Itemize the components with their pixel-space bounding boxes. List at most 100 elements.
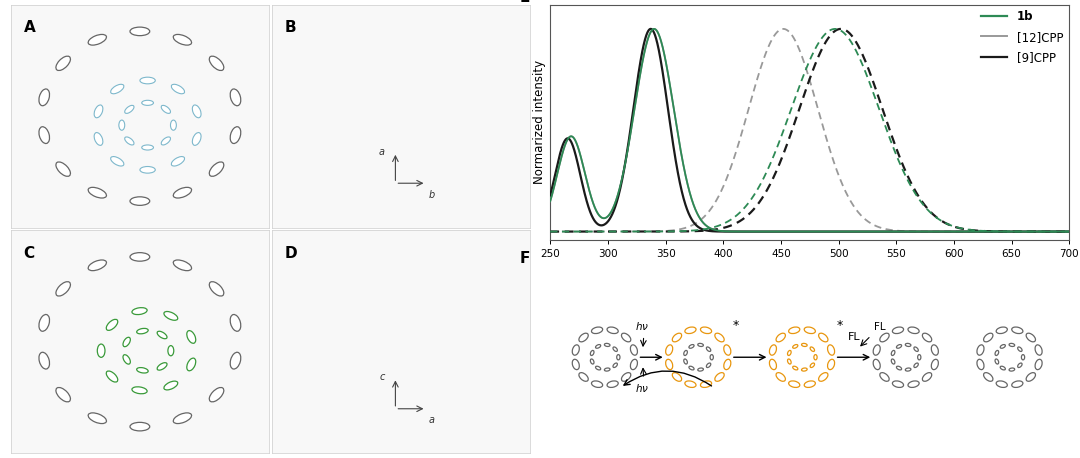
Text: b: b bbox=[429, 190, 434, 200]
Ellipse shape bbox=[996, 327, 1008, 333]
Ellipse shape bbox=[187, 358, 195, 371]
Ellipse shape bbox=[891, 350, 895, 355]
Y-axis label: Normarized intensity: Normarized intensity bbox=[534, 60, 546, 184]
Ellipse shape bbox=[698, 368, 703, 371]
Ellipse shape bbox=[711, 354, 714, 360]
Ellipse shape bbox=[141, 100, 153, 105]
Ellipse shape bbox=[1017, 363, 1022, 367]
Ellipse shape bbox=[158, 331, 167, 339]
Ellipse shape bbox=[130, 253, 150, 261]
Ellipse shape bbox=[1000, 344, 1005, 348]
Ellipse shape bbox=[192, 132, 201, 145]
Ellipse shape bbox=[230, 127, 241, 143]
Ellipse shape bbox=[605, 344, 610, 346]
Ellipse shape bbox=[922, 373, 932, 382]
Ellipse shape bbox=[892, 381, 904, 387]
Ellipse shape bbox=[171, 120, 176, 130]
Ellipse shape bbox=[192, 105, 201, 118]
Ellipse shape bbox=[788, 327, 800, 333]
Ellipse shape bbox=[56, 282, 70, 296]
Ellipse shape bbox=[892, 327, 904, 333]
Ellipse shape bbox=[685, 381, 696, 387]
Ellipse shape bbox=[931, 359, 939, 370]
Ellipse shape bbox=[698, 344, 703, 346]
Ellipse shape bbox=[161, 137, 171, 145]
Ellipse shape bbox=[684, 359, 687, 364]
Text: F: F bbox=[519, 251, 529, 267]
Ellipse shape bbox=[793, 366, 798, 370]
Ellipse shape bbox=[172, 84, 185, 94]
Ellipse shape bbox=[56, 162, 70, 176]
Ellipse shape bbox=[874, 359, 880, 370]
Ellipse shape bbox=[172, 157, 185, 166]
Ellipse shape bbox=[631, 359, 637, 370]
Ellipse shape bbox=[173, 187, 191, 198]
Ellipse shape bbox=[706, 363, 711, 367]
Ellipse shape bbox=[124, 137, 134, 145]
Ellipse shape bbox=[787, 350, 792, 355]
Ellipse shape bbox=[810, 363, 814, 367]
Ellipse shape bbox=[130, 197, 150, 205]
Ellipse shape bbox=[579, 333, 589, 342]
Ellipse shape bbox=[210, 282, 224, 296]
Ellipse shape bbox=[810, 347, 814, 351]
Ellipse shape bbox=[880, 373, 889, 382]
Ellipse shape bbox=[724, 345, 731, 355]
Ellipse shape bbox=[94, 105, 103, 118]
Ellipse shape bbox=[631, 345, 637, 355]
Ellipse shape bbox=[672, 373, 681, 382]
Ellipse shape bbox=[164, 381, 178, 390]
Text: $h\nu$: $h\nu$ bbox=[635, 382, 649, 394]
Ellipse shape bbox=[89, 413, 107, 424]
Text: C: C bbox=[24, 246, 35, 261]
Ellipse shape bbox=[595, 366, 600, 370]
Ellipse shape bbox=[787, 359, 792, 364]
Ellipse shape bbox=[715, 333, 725, 342]
Ellipse shape bbox=[788, 381, 800, 387]
Ellipse shape bbox=[158, 363, 167, 370]
Ellipse shape bbox=[684, 350, 687, 355]
Ellipse shape bbox=[891, 359, 895, 364]
Ellipse shape bbox=[685, 327, 696, 333]
Ellipse shape bbox=[1009, 368, 1015, 371]
Ellipse shape bbox=[1012, 381, 1023, 387]
Ellipse shape bbox=[110, 84, 124, 94]
Ellipse shape bbox=[874, 345, 880, 355]
Ellipse shape bbox=[880, 333, 889, 342]
Ellipse shape bbox=[130, 27, 150, 36]
Text: c: c bbox=[380, 372, 386, 382]
Text: *: * bbox=[836, 319, 842, 332]
Ellipse shape bbox=[132, 387, 147, 394]
Ellipse shape bbox=[805, 327, 815, 333]
Ellipse shape bbox=[1017, 347, 1022, 351]
Text: FL: FL bbox=[848, 332, 860, 342]
Ellipse shape bbox=[701, 381, 712, 387]
Text: $h\nu$: $h\nu$ bbox=[635, 320, 649, 332]
Ellipse shape bbox=[905, 344, 910, 346]
Ellipse shape bbox=[230, 315, 241, 331]
Ellipse shape bbox=[1035, 345, 1042, 355]
Text: *: * bbox=[732, 319, 739, 332]
Ellipse shape bbox=[777, 373, 785, 382]
Ellipse shape bbox=[621, 333, 631, 342]
Ellipse shape bbox=[89, 187, 107, 198]
Text: B: B bbox=[284, 20, 296, 35]
Ellipse shape bbox=[39, 315, 50, 331]
Text: a: a bbox=[379, 147, 386, 157]
Ellipse shape bbox=[724, 359, 731, 370]
Ellipse shape bbox=[996, 381, 1008, 387]
Ellipse shape bbox=[777, 333, 785, 342]
Ellipse shape bbox=[1026, 373, 1036, 382]
Ellipse shape bbox=[130, 422, 150, 431]
Ellipse shape bbox=[701, 327, 712, 333]
Ellipse shape bbox=[56, 387, 70, 402]
Ellipse shape bbox=[210, 387, 224, 402]
Ellipse shape bbox=[89, 260, 107, 271]
Ellipse shape bbox=[591, 359, 594, 364]
Ellipse shape bbox=[905, 368, 910, 371]
Ellipse shape bbox=[908, 327, 919, 333]
Ellipse shape bbox=[140, 167, 156, 173]
Ellipse shape bbox=[665, 359, 673, 370]
Ellipse shape bbox=[827, 345, 835, 355]
Ellipse shape bbox=[769, 345, 777, 355]
